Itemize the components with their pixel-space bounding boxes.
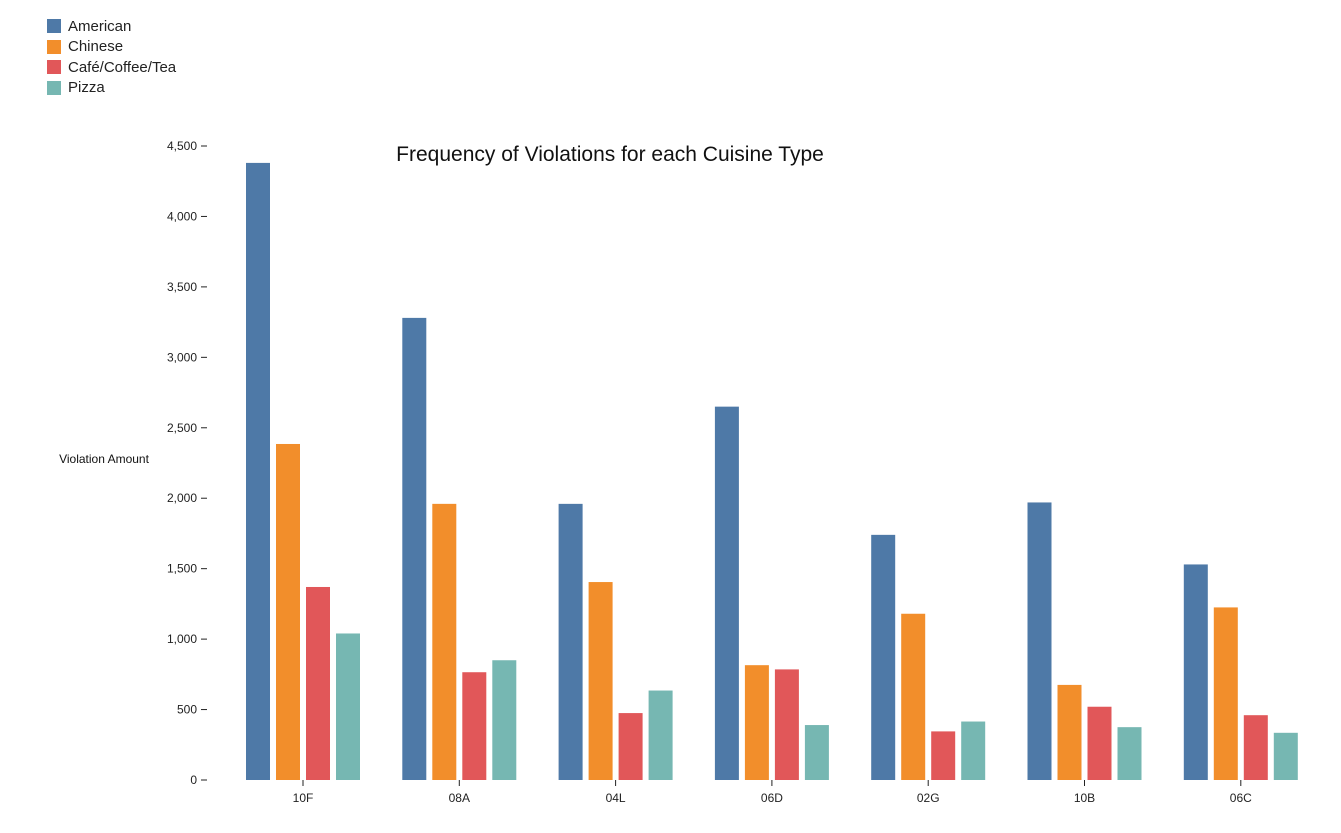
bar-caf-coffee-tea-06c xyxy=(1243,715,1268,780)
legend-item-chinese: Chinese xyxy=(47,37,176,58)
x-tick-label: 08A xyxy=(449,791,470,805)
legend-item-cafe: Café/Coffee/Tea xyxy=(47,57,176,78)
bar-caf-coffee-tea-10f xyxy=(306,586,330,780)
y-tick-label: 4,500 xyxy=(167,139,197,153)
legend-swatch-pizza xyxy=(47,80,61,95)
y-tick-label: 4,000 xyxy=(167,209,197,223)
bar-chinese-10b xyxy=(1057,684,1082,780)
y-tick-label: 500 xyxy=(177,703,197,717)
x-tick-label: 10B xyxy=(1074,791,1095,805)
bar-chinese-10f xyxy=(276,443,300,780)
bar-pizza-08a xyxy=(492,660,517,780)
bar-chinese-02g xyxy=(901,613,926,780)
y-tick-label: 1,000 xyxy=(167,632,197,646)
bars xyxy=(246,162,1298,780)
y-axis: 0 500 1,000 1,500 2,000 2,500 3,000 3,500 4,000 4… xyxy=(167,139,207,787)
bar-american-10b xyxy=(1027,502,1052,780)
bar-american-10f xyxy=(246,162,270,780)
legend-item-american: American xyxy=(47,16,176,37)
y-axis-label: Violation Amount xyxy=(59,452,150,466)
x-axis: 10F 08A 04L 06D 02G 10B 06C xyxy=(293,780,1252,805)
bar-chinese-08a xyxy=(432,503,457,780)
bar-caf-coffee-tea-10b xyxy=(1087,706,1112,780)
bar-pizza-04l xyxy=(648,690,673,780)
legend-swatch-american xyxy=(47,19,61,34)
bar-american-06d xyxy=(714,406,739,780)
bar-american-06c xyxy=(1183,564,1208,780)
bar-pizza-10b xyxy=(1117,727,1142,780)
bar-american-04l xyxy=(558,503,583,780)
chart-title: Frequency of Violations for each Cuisine… xyxy=(396,143,824,166)
x-tick-label: 04L xyxy=(606,791,626,805)
chart-legend: American Chinese Café/Coffee/Tea Pizza xyxy=(47,16,176,98)
y-tick-label: 1,500 xyxy=(167,562,197,576)
x-tick-label: 06C xyxy=(1230,791,1252,805)
legend-label-chinese: Chinese xyxy=(68,38,124,56)
y-tick-label: 3,000 xyxy=(167,350,197,364)
bar-caf-coffee-tea-06d xyxy=(774,669,799,780)
bar-pizza-06c xyxy=(1273,732,1298,780)
legend-label-american: American xyxy=(68,17,132,35)
bar-caf-coffee-tea-08a xyxy=(462,672,487,780)
bar-american-08a xyxy=(402,317,427,780)
legend-label-pizza: Pizza xyxy=(68,79,105,97)
x-tick-label: 10F xyxy=(293,791,314,805)
x-tick-label: 02G xyxy=(917,791,940,805)
bar-pizza-10f xyxy=(336,633,360,780)
y-tick-label: 0 xyxy=(190,773,197,787)
legend-swatch-chinese xyxy=(47,39,61,54)
legend-label-cafe: Café/Coffee/Tea xyxy=(68,58,177,76)
y-tick-label: 3,500 xyxy=(167,280,197,294)
legend-swatch-cafe xyxy=(47,60,61,75)
bar-chinese-04l xyxy=(588,582,613,780)
bar-american-02g xyxy=(871,534,896,780)
bar-chinese-06c xyxy=(1213,607,1238,780)
x-tick-label: 06D xyxy=(761,791,783,805)
bar-pizza-02g xyxy=(961,721,986,780)
legend-item-pizza: Pizza xyxy=(47,78,176,99)
y-tick-label: 2,500 xyxy=(167,421,197,435)
y-tick-label: 2,000 xyxy=(167,491,197,505)
bar-caf-coffee-tea-04l xyxy=(618,713,643,780)
bar-caf-coffee-tea-02g xyxy=(931,731,956,780)
bar-pizza-06d xyxy=(804,725,829,780)
bar-chinese-06d xyxy=(744,665,769,780)
